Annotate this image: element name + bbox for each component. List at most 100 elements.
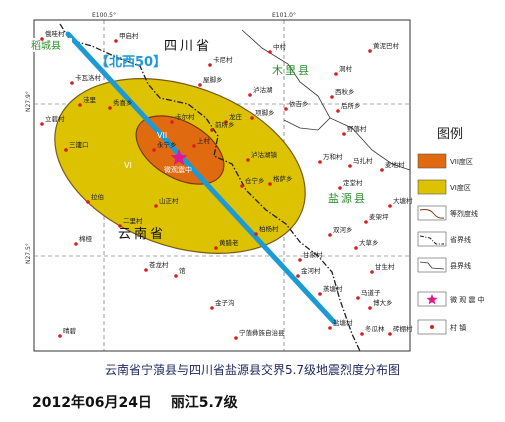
- village-dot: [336, 109, 340, 113]
- legend-box-province: [417, 231, 447, 247]
- legend-label-village: 村 镇: [450, 323, 466, 332]
- village-dot: [224, 120, 228, 124]
- village-label: 金河村: [301, 266, 321, 275]
- village-label: 屋脚乡: [203, 75, 223, 84]
- village-label: 大塘村: [393, 196, 413, 205]
- village-dot: [268, 50, 272, 54]
- village-dot: [248, 93, 252, 97]
- village-dot: [298, 258, 302, 262]
- legend-county-line: [419, 261, 445, 270]
- village-label: 麦地村: [385, 160, 405, 169]
- legend-label-vi: VI度区: [450, 183, 471, 192]
- legend-label-vii: VII度区: [450, 157, 473, 166]
- village-dot: [64, 148, 68, 152]
- village-label: 马道子: [361, 288, 381, 297]
- village-dot: [174, 274, 178, 278]
- village-dot: [154, 204, 158, 208]
- village-label: 秀喜乡: [113, 98, 133, 107]
- village-dot: [318, 292, 322, 296]
- village-dot: [356, 296, 360, 300]
- village-label: 冬瓜林: [365, 324, 385, 333]
- legend-isoseismal-line: [419, 209, 445, 219]
- village-dot: [330, 95, 334, 99]
- village-label: 洞村: [339, 64, 353, 73]
- village-label: 苍龙村: [149, 260, 169, 269]
- village-label: 洼里: [83, 95, 97, 104]
- coord-left-1: N27.9°: [25, 91, 32, 112]
- village-label: 盐塘村: [333, 318, 353, 327]
- village-label: 博大乡: [373, 298, 393, 307]
- village-dot: [192, 144, 196, 148]
- village-label: 甘家村: [303, 250, 323, 259]
- village-dot: [210, 128, 214, 132]
- county-label-yanyuan: 盐源县: [328, 191, 367, 205]
- village-label: 前所乡: [215, 120, 235, 129]
- village-dot: [360, 332, 364, 336]
- village-dot: [198, 83, 202, 87]
- coord-left-2: N27.5°: [25, 243, 32, 264]
- county-boundary-1: [241, 29, 411, 171]
- village-label: 野落村: [347, 124, 367, 133]
- village-dot: [328, 233, 332, 237]
- province-label-sichuan: 四川省: [164, 39, 212, 54]
- village-label: 晴碧: [63, 326, 77, 335]
- village-dot: [338, 186, 342, 190]
- village-dot: [318, 160, 322, 164]
- village-dot: [40, 122, 44, 126]
- village-dot: [246, 158, 250, 162]
- legend-label-county: 县界线: [450, 261, 471, 270]
- village-label: 龙庄: [229, 112, 243, 121]
- village-label: 项脚乡: [255, 108, 275, 117]
- legend-label-epicenter: 微 观 震 中: [450, 295, 485, 304]
- village-dot: [334, 72, 338, 76]
- village-label: 格萨乡: [273, 174, 293, 183]
- province-boundary: [59, 23, 361, 352]
- province-label-yunnan: 云南省: [118, 226, 166, 242]
- county-boundary-2: [283, 117, 331, 131]
- village-dot: [118, 224, 122, 228]
- footer-date: 2012年06月24日: [32, 395, 152, 411]
- village-label: 山正村: [159, 196, 179, 205]
- village-dot: [296, 274, 300, 278]
- fault-line: [65, 31, 337, 325]
- zone-label-vi: VI: [124, 161, 132, 170]
- village-dot: [368, 306, 372, 310]
- village-label: 泸沽湖镇: [251, 150, 278, 159]
- village-label: 卡瓦洛村: [75, 73, 102, 82]
- village-dot: [40, 37, 44, 41]
- village-dot: [70, 81, 74, 85]
- village-dot: [210, 306, 214, 310]
- village-dot: [208, 63, 212, 67]
- village-label: 黄泥巴村: [373, 41, 400, 50]
- village-dot: [144, 268, 148, 272]
- legend-title: 图例: [437, 127, 463, 142]
- village-label: 柏杨村: [259, 224, 279, 233]
- village-dot: [152, 148, 156, 152]
- county-tag-box: [28, 38, 72, 52]
- zone-label-vii: VII: [157, 131, 167, 140]
- village-label: 黄腊老: [219, 238, 239, 247]
- village-label: 麦架坪: [369, 212, 389, 221]
- village-label: 卡尼村: [213, 55, 233, 64]
- village-label: 定堂村: [343, 178, 363, 187]
- legend-label-province: 省界线: [450, 235, 471, 244]
- village-label: 甲启村: [119, 31, 139, 40]
- village-label: 三江口: [69, 141, 89, 149]
- village-label: 上村: [197, 136, 211, 145]
- coord-top-1: E100.5°: [92, 12, 116, 19]
- village-dot: [354, 246, 358, 250]
- village-label: 卡尔村: [175, 112, 195, 121]
- footer: 2012年06月24日 丽江5.7级: [32, 392, 252, 412]
- village-dot: [284, 107, 288, 111]
- village-dot: [328, 326, 332, 330]
- legend-swatch-vii: [417, 153, 447, 169]
- village-label: 西秋乡: [335, 87, 355, 96]
- village-dot: [108, 106, 112, 110]
- village-dot: [388, 204, 392, 208]
- coord-top-2: E101.0°: [272, 12, 296, 19]
- village-label: 拉伯: [91, 192, 104, 201]
- village-label: 三湾: [69, 140, 83, 149]
- village-dot: [58, 334, 62, 338]
